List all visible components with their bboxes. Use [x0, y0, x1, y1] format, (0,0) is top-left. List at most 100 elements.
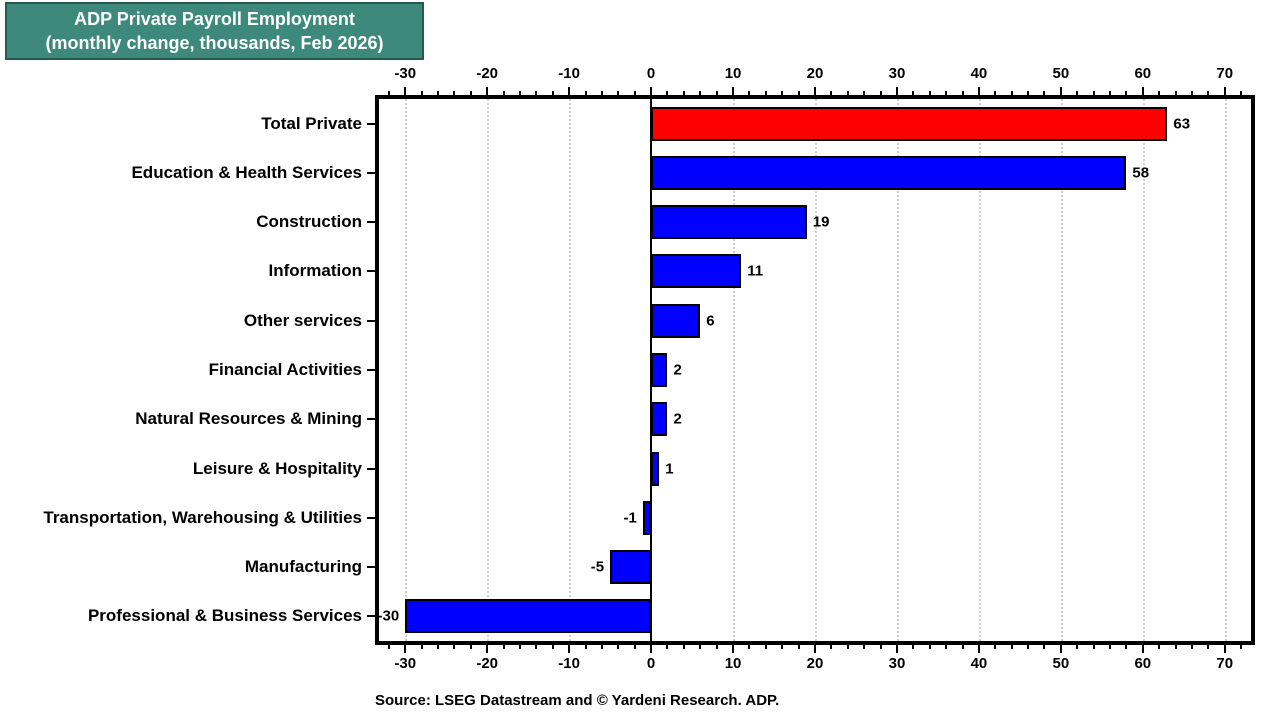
- x-axis-top-ticks: [379, 87, 1251, 95]
- chart-title-line2: (monthly change, thousands, Feb 2026): [45, 33, 384, 53]
- minor-tick: [1010, 645, 1013, 649]
- bar-natural-resources-mining: [651, 402, 668, 437]
- minor-tick: [945, 91, 948, 95]
- minor-tick: [764, 91, 767, 95]
- bar-information: [651, 254, 742, 289]
- major-tick: [1059, 645, 1062, 653]
- major-tick: [568, 87, 571, 95]
- minor-tick: [666, 91, 669, 95]
- y-axis-tick: [367, 467, 375, 470]
- minor-tick: [912, 91, 915, 95]
- bar-manufacturing: [610, 550, 652, 585]
- minor-tick: [781, 91, 784, 95]
- minor-tick: [1240, 645, 1243, 649]
- bar-total-private: [651, 106, 1168, 141]
- x-tick-label: 70: [1216, 65, 1234, 82]
- minor-tick: [1207, 645, 1210, 649]
- y-axis-tick: [367, 122, 375, 125]
- minor-tick: [1076, 645, 1079, 649]
- x-tick-label: 0: [646, 655, 656, 672]
- major-tick: [404, 87, 407, 95]
- plot-area: 63 58 19 11 6 2 2 1 -1 -5 -30: [375, 95, 1255, 645]
- bar-row: 19: [379, 198, 1251, 247]
- y-axis-ticks: [367, 99, 375, 641]
- category-label: Education & Health Services: [131, 162, 362, 182]
- major-tick: [1141, 87, 1144, 95]
- x-axis-bottom-ticks: [379, 645, 1251, 653]
- minor-tick: [1010, 91, 1013, 95]
- x-tick-label: 40: [970, 65, 988, 82]
- minor-tick: [1190, 645, 1193, 649]
- minor-tick: [830, 645, 833, 649]
- gridline: [405, 99, 408, 641]
- bar-transportation-warehousing-utilities: [642, 500, 652, 535]
- x-tick-label: 70: [1216, 655, 1234, 672]
- minor-tick: [912, 645, 915, 649]
- gridline: [815, 99, 817, 641]
- y-axis-tick: [367, 566, 375, 569]
- major-tick: [1223, 645, 1226, 653]
- minor-tick: [600, 91, 603, 95]
- minor-tick: [453, 645, 456, 649]
- category-label: Natural Resources & Mining: [135, 409, 362, 429]
- y-axis-tick: [367, 171, 375, 174]
- major-tick: [486, 87, 489, 95]
- minor-tick: [715, 91, 718, 95]
- major-tick: [650, 87, 653, 95]
- major-tick: [486, 645, 489, 653]
- bar-row: -30: [379, 592, 1251, 641]
- gridline: [1142, 99, 1145, 641]
- bar-financial-activities: [651, 352, 668, 387]
- minor-tick: [1207, 91, 1210, 95]
- x-tick-label: 60: [1134, 655, 1152, 672]
- gridline: [1224, 99, 1227, 641]
- category-label: Total Private: [261, 113, 362, 133]
- gridline: [978, 99, 981, 641]
- minor-tick: [699, 645, 702, 649]
- major-tick: [895, 87, 898, 95]
- x-tick-label: 0: [646, 65, 656, 82]
- minor-tick: [961, 645, 964, 649]
- category-label: Financial Activities: [208, 360, 362, 379]
- x-tick-label: 20: [806, 65, 824, 82]
- minor-tick: [764, 645, 767, 649]
- minor-tick: [928, 645, 931, 649]
- minor-tick: [437, 91, 439, 95]
- x-tick-label: 20: [806, 655, 824, 672]
- minor-tick: [666, 645, 669, 649]
- x-tick-label: 50: [1052, 65, 1070, 82]
- x-tick-label: -30: [394, 655, 417, 672]
- major-tick: [1141, 645, 1144, 653]
- bar-row: 2: [379, 345, 1251, 394]
- minor-tick: [420, 645, 423, 649]
- minor-tick: [945, 645, 948, 649]
- y-axis-tick: [367, 418, 375, 421]
- minor-tick: [584, 91, 587, 95]
- x-tick-label: -30: [394, 65, 417, 82]
- bar-value-label: -1: [623, 509, 637, 527]
- minor-tick: [994, 645, 997, 649]
- gridline: [896, 99, 899, 641]
- minor-tick: [863, 645, 866, 649]
- minor-tick: [502, 645, 505, 649]
- y-axis-category-labels: Total Private Education & Health Services…: [0, 99, 362, 641]
- category-label: Other services: [243, 310, 362, 330]
- gridline: [733, 99, 736, 641]
- bar-value-label: 1: [665, 460, 674, 478]
- bar-professional-business-services: [405, 599, 652, 634]
- minor-tick: [535, 645, 538, 649]
- minor-tick: [551, 91, 554, 95]
- minor-tick: [387, 91, 390, 95]
- minor-tick: [1043, 91, 1046, 95]
- major-tick: [1059, 87, 1062, 95]
- x-tick-label: -10: [558, 655, 580, 672]
- x-axis-bottom-labels: -30 -20 -10 0 10 20 30 40 50 60 70: [379, 652, 1251, 676]
- minor-tick: [846, 91, 849, 95]
- bar-row: 6: [379, 296, 1251, 345]
- category-label: Transportation, Warehousing & Utilities: [43, 507, 362, 527]
- x-tick-label: -20: [476, 655, 499, 672]
- bars-layer: 63 58 19 11 6 2 2 1 -1 -5 -30: [379, 99, 1251, 641]
- minor-tick: [420, 91, 423, 95]
- minor-tick: [453, 91, 456, 95]
- minor-tick: [1027, 645, 1030, 649]
